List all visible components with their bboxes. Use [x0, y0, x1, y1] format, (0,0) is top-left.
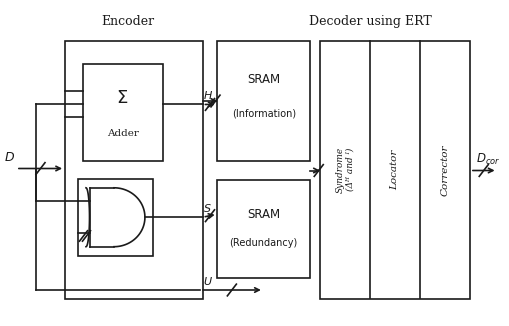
- Bar: [217, 41, 309, 161]
- Text: $H$: $H$: [203, 89, 213, 101]
- Text: $S$: $S$: [203, 202, 212, 214]
- Bar: [77, 179, 152, 256]
- Text: $D$: $D$: [5, 151, 15, 164]
- Text: Corrector: Corrector: [440, 144, 448, 196]
- Bar: [319, 41, 469, 299]
- Bar: [82, 64, 162, 161]
- Bar: [65, 41, 202, 299]
- Bar: [217, 180, 309, 277]
- Text: Syndrome
(Δᴴ and ᴵ): Syndrome (Δᴴ and ᴵ): [334, 147, 354, 193]
- Text: SRAM: SRAM: [247, 73, 280, 86]
- Text: Locator: Locator: [390, 150, 399, 190]
- Text: $\Sigma$: $\Sigma$: [116, 89, 128, 107]
- Text: Adder: Adder: [106, 129, 138, 138]
- Text: $U$: $U$: [203, 275, 213, 287]
- Text: $D_{cor}$: $D_{cor}$: [475, 152, 499, 167]
- Text: SRAM: SRAM: [247, 208, 280, 221]
- Text: (Information): (Information): [231, 108, 295, 118]
- Text: (Redundancy): (Redundancy): [229, 238, 297, 248]
- Text: Encoder: Encoder: [101, 14, 154, 27]
- Text: Decoder using ERT: Decoder using ERT: [308, 14, 431, 27]
